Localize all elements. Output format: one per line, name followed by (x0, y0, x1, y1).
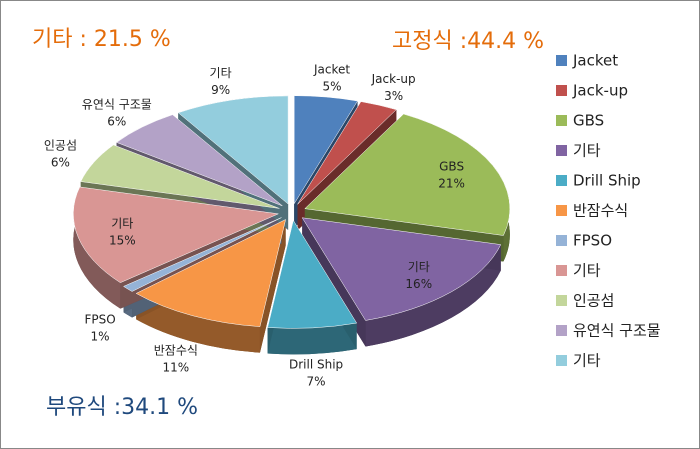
data-label-name: 인공섬 (44, 139, 77, 153)
slice (267, 219, 358, 329)
data-label-name: GBS (439, 160, 464, 174)
data-label-name: Jack-up (371, 72, 416, 86)
legend-label: 반잠수식 (573, 202, 628, 220)
slice (301, 217, 502, 321)
legend-swatch (556, 205, 567, 216)
legend-label: 기타 (573, 352, 601, 370)
data-label-name: Jacket (313, 62, 350, 76)
legend-swatch (556, 235, 567, 246)
slice (304, 113, 511, 236)
data-label-name: FPSO (84, 312, 115, 326)
legend-swatch (556, 295, 567, 306)
annotation: 기타 : 21.5 % (32, 27, 171, 52)
legend-label: 유연식 구조물 (573, 322, 661, 340)
annotations: 기타 : 21.5 % 고정식 :44.4 % 부유식 :34.1 % (32, 27, 544, 420)
data-label-value: 5% (323, 79, 342, 93)
slice-rim (267, 323, 357, 355)
legend-swatch (556, 115, 567, 126)
legend-label: 기타 (573, 142, 601, 160)
slice (80, 144, 280, 209)
data-label-value: 7% (307, 375, 326, 389)
slice (293, 95, 358, 205)
legend-label: GBS (573, 112, 604, 130)
slice (135, 219, 287, 327)
slice-rim (136, 293, 260, 353)
legend-label: 인공섬 (573, 292, 614, 310)
slice-rim (73, 186, 121, 309)
legend-swatch (556, 265, 567, 276)
legend-label: Jack-up (572, 82, 628, 100)
data-label-name: 기타 (408, 260, 430, 274)
legend-swatch (556, 55, 567, 66)
legend-label: Jacket (572, 52, 618, 70)
data-label-name: 기타 (111, 217, 133, 231)
slice-rim (365, 244, 501, 347)
annotation: 부유식 :34.1 % (46, 395, 198, 420)
slice (177, 95, 289, 205)
data-label-value: 16% (405, 277, 432, 291)
slice (297, 101, 397, 205)
data-label-name: 유연식 구조물 (82, 97, 152, 111)
data-label-value: 6% (51, 156, 70, 170)
data-label-name: 반잠수식 (154, 344, 198, 358)
slice (73, 186, 280, 283)
slice-wall (259, 219, 286, 353)
legend-swatch (556, 85, 567, 96)
slice (123, 217, 282, 292)
legend-swatch (556, 355, 567, 366)
data-label-value: 11% (162, 361, 189, 375)
pie-tops (73, 95, 511, 329)
annotation: 고정식 :44.4 % (392, 29, 544, 54)
data-label-value: 9% (211, 83, 230, 97)
slice (116, 114, 283, 207)
legend-label: 기타 (573, 262, 601, 280)
data-label-value: 15% (109, 234, 136, 248)
data-label-value: 3% (384, 89, 403, 103)
data-label-name: 기타 (210, 66, 232, 80)
legend-label: Drill Ship (573, 172, 641, 190)
data-label-name: Drill Ship (289, 358, 343, 372)
legend-swatch (556, 175, 567, 186)
legend-swatch (556, 145, 567, 156)
legend-swatch (556, 325, 567, 336)
legend-label: FPSO (573, 232, 612, 250)
data-label-value: 6% (107, 114, 126, 128)
data-labels: Jacket 5% Jack-up 3% GBS 21% 기타 16% Drill Ship 7%… (44, 62, 465, 388)
data-label-value: 21% (438, 177, 465, 191)
data-label-value: 1% (91, 329, 110, 343)
